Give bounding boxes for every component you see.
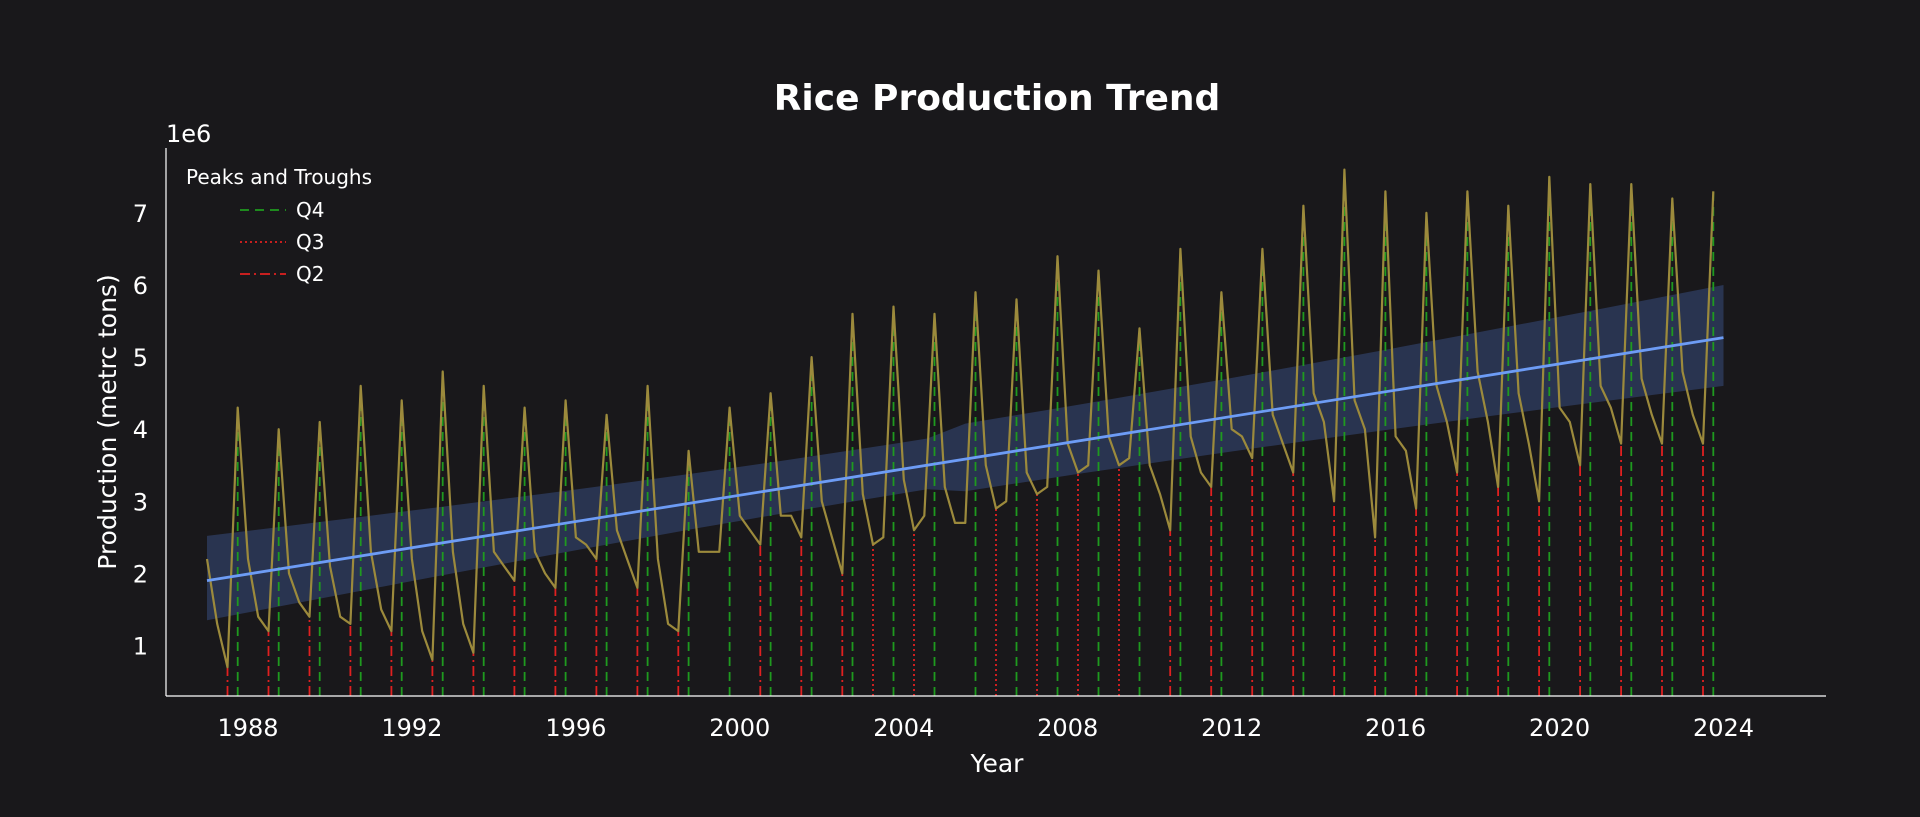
y-tick-label: 1 [133, 633, 148, 661]
x-tick-label: 1996 [545, 714, 606, 742]
peak-trough-marker-layer [226, 169, 1715, 696]
y-axis-label: Production (metrc tons) [93, 274, 122, 569]
x-tick-label: 2004 [873, 714, 934, 742]
x-tick-label: 2000 [709, 714, 770, 742]
x-axis-ticks: 1988 1992 1996 2000 2004 2008 2012 2016 2020 2024 [217, 714, 1754, 742]
y-axis-ticks: 1 2 3 4 5 6 7 [133, 200, 148, 661]
y-tick-label: 4 [133, 416, 148, 444]
x-tick-label: 2012 [1201, 714, 1262, 742]
legend-label-q3: Q3 [296, 230, 324, 254]
confidence-band [207, 285, 1724, 621]
x-tick-label: 2020 [1529, 714, 1590, 742]
y-tick-label: 2 [133, 560, 148, 588]
legend: Peaks and Troughs Q4 Q3 Q2 [186, 165, 372, 286]
production-line-layer [205, 168, 1715, 669]
trend-line-layer [206, 336, 1724, 582]
axes [165, 148, 1826, 697]
legend-label-q4: Q4 [296, 198, 324, 222]
trend-line [206, 336, 1724, 582]
x-tick-label: 2024 [1693, 714, 1754, 742]
legend-label-q2: Q2 [296, 262, 324, 286]
x-tick-label: 2016 [1365, 714, 1426, 742]
chart-title: Rice Production Trend [774, 78, 1221, 119]
production-line [205, 168, 1715, 669]
x-tick-label: 2008 [1037, 714, 1098, 742]
x-tick-label: 1992 [381, 714, 442, 742]
x-tick-label: 1988 [217, 714, 278, 742]
confidence-band-layer [207, 285, 1724, 621]
y-tick-label: 3 [133, 488, 148, 516]
y-tick-label: 5 [133, 344, 148, 372]
y-axis-offset-label: 1e6 [166, 120, 211, 148]
x-axis-label: Year [970, 749, 1025, 778]
y-tick-label: 7 [133, 200, 148, 228]
y-tick-label: 6 [133, 272, 148, 300]
legend-title: Peaks and Troughs [186, 165, 372, 189]
